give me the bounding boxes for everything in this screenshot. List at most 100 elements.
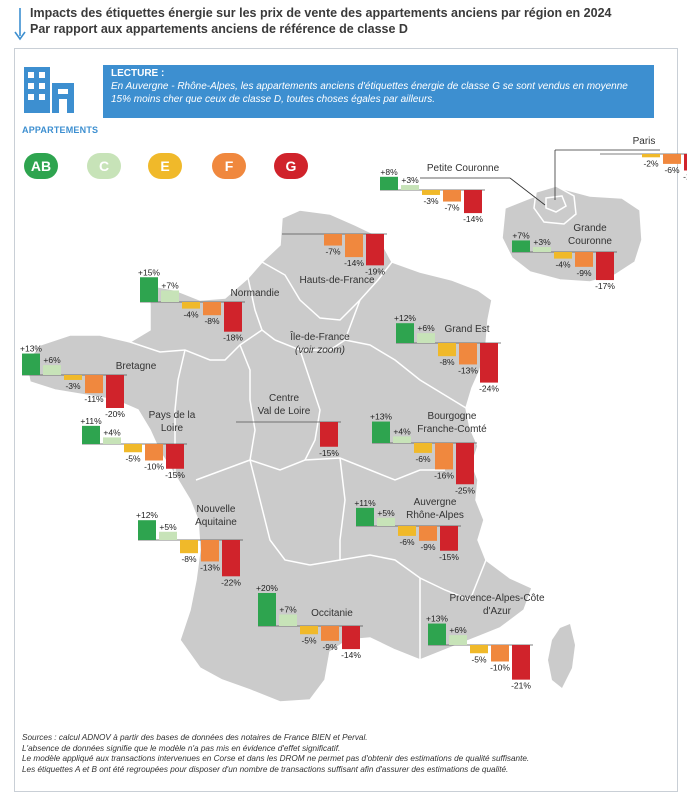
- bar-paris-f: [663, 154, 681, 164]
- legend-ab: AB: [24, 153, 58, 179]
- bar-bretagne-f: [85, 375, 103, 394]
- bar-hauts-de-france-fx: [345, 234, 363, 258]
- bar-petite-couronne-c: [401, 185, 419, 190]
- title-line-1: Impacts des étiquettes énergie sur les p…: [30, 6, 612, 20]
- bar-occitanie-c: [279, 614, 297, 626]
- bar-occitanie-ab: [258, 593, 276, 626]
- sources-line-4: Les étiquettes A et B ont été regroupées…: [22, 764, 509, 774]
- value-label-pays-de-la-loire-f: -10%: [144, 462, 164, 472]
- bar-provence-alpes-cote-d-azur-g: [512, 645, 530, 680]
- value-label-grand-est-ab: +12%: [394, 313, 416, 323]
- region-label-normandie: Normandie: [231, 288, 280, 299]
- bar-pays-de-la-loire-e: [124, 444, 142, 453]
- value-label-provence-alpes-cote-d-azur-g: -21%: [511, 681, 531, 691]
- value-label-centre-val-de-loire-g: -15%: [319, 448, 339, 458]
- region-label-auvergne-rhone-alpes: Auvergne: [414, 497, 457, 508]
- bar-paris-e: [642, 154, 660, 158]
- legend-g: G: [274, 153, 308, 179]
- value-label-grande-couronne-g: -17%: [595, 281, 615, 291]
- value-label-grande-couronne-c: +3%: [533, 237, 551, 247]
- value-label-grand-est-f: -13%: [458, 365, 478, 375]
- map-paris: [545, 195, 567, 213]
- region-label-grande-couronne: Couronne: [568, 236, 612, 247]
- value-label-nouvelle-aquitaine-f: -13%: [200, 562, 220, 572]
- bar-provence-alpes-cote-d-azur-ab: [428, 623, 446, 645]
- value-label-petite-couronne-f: -7%: [444, 203, 460, 213]
- bar-normandie-f: [203, 302, 221, 316]
- building-icon: [24, 67, 74, 113]
- region-label-centre-val-de-loire: Centre: [269, 393, 299, 404]
- map-corsica: [548, 624, 575, 688]
- bar-grand-est-ab: [396, 323, 414, 343]
- value-label-provence-alpes-cote-d-azur-c: +6%: [449, 625, 467, 635]
- value-label-bretagne-ab: +13%: [20, 344, 42, 354]
- bar-bourgogne-franche-comte-e: [414, 443, 432, 453]
- bar-bretagne-g: [106, 375, 124, 408]
- value-label-nouvelle-aquitaine-e: -8%: [181, 554, 197, 564]
- region-label-auvergne-rhone-alpes: Rhône-Alpes: [406, 510, 464, 521]
- value-label-bourgogne-franche-comte-ab: +13%: [370, 412, 392, 422]
- region-label-bretagne: Bretagne: [116, 361, 157, 372]
- value-label-pays-de-la-loire-g: -15%: [165, 470, 185, 480]
- region-label-nouvelle-aquitaine: Aquitaine: [195, 517, 237, 528]
- bar-provence-alpes-cote-d-azur-f: [491, 645, 509, 662]
- value-label-nouvelle-aquitaine-c: +5%: [159, 522, 177, 532]
- bar-auvergne-rhone-alpes-e: [398, 526, 416, 536]
- value-label-normandie-f: -8%: [204, 316, 220, 326]
- title-line-2: Par rapport aux appartements anciens de …: [30, 22, 408, 36]
- bar-bretagne-c: [43, 365, 61, 375]
- value-label-paris-e: -2%: [643, 158, 659, 168]
- value-label-hauts-de-france-f: -7%: [325, 247, 341, 257]
- bar-grande-couronne-c: [533, 247, 551, 252]
- value-label-petite-couronne-c: +3%: [401, 175, 419, 185]
- value-label-petite-couronne-e: -3%: [423, 196, 439, 206]
- bar-petite-couronne-e: [422, 190, 440, 195]
- value-label-normandie-e: -4%: [183, 310, 199, 320]
- region-label-provence-alpes-cote-d-azur: Provence-Alpes-Côte: [449, 593, 544, 604]
- bar-petite-couronne-g: [464, 190, 482, 214]
- value-label-bourgogne-franche-comte-e: -6%: [415, 454, 431, 464]
- value-label-auvergne-rhone-alpes-ab: +11%: [354, 498, 376, 508]
- value-label-pays-de-la-loire-ab: +11%: [80, 416, 102, 426]
- value-label-normandie-c: +7%: [161, 280, 179, 290]
- value-label-auvergne-rhone-alpes-f: -9%: [420, 542, 436, 552]
- value-label-bretagne-e: -3%: [65, 381, 81, 391]
- bar-hauts-de-france-f: [324, 234, 342, 246]
- bar-grande-couronne-ab: [512, 240, 530, 252]
- bar-bretagne-e: [64, 375, 82, 380]
- bar-auvergne-rhone-alpes-c: [377, 517, 395, 526]
- bar-nouvelle-aquitaine-e: [180, 540, 198, 554]
- region-label-petite-couronne: Petite Couronne: [427, 163, 500, 174]
- bar-nouvelle-aquitaine-g: [222, 540, 240, 577]
- value-label-grand-est-e: -8%: [439, 357, 455, 367]
- lecture-body: En Auvergne - Rhône-Alpes, les apparteme…: [111, 81, 628, 105]
- region-label-paris: Paris: [633, 136, 656, 147]
- value-label-bretagne-f: -11%: [84, 394, 104, 404]
- bar-bourgogne-franche-comte-g: [456, 443, 474, 485]
- value-label-bretagne-c: +6%: [43, 355, 61, 365]
- value-label-paris-f: -6%: [664, 165, 680, 175]
- bar-occitanie-g: [342, 626, 360, 650]
- bar-grand-est-g: [480, 343, 498, 383]
- bar-centre-val-de-loire-g: [320, 422, 338, 447]
- value-label-bourgogne-franche-comte-f: -16%: [434, 470, 454, 480]
- value-label-petite-couronne-g: -14%: [463, 214, 483, 224]
- value-label-provence-alpes-cote-d-azur-f: -10%: [490, 663, 510, 673]
- lecture-box: LECTURE : En Auvergne - Rhône-Alpes, les…: [103, 65, 654, 118]
- bar-bourgogne-franche-comte-ab: [372, 421, 390, 443]
- region-label-bourgogne-franche-comte: Franche-Comté: [417, 424, 487, 435]
- value-label-pays-de-la-loire-c: +4%: [103, 427, 121, 437]
- region-label-hauts-de-france: Hauts-de-France: [299, 275, 374, 286]
- value-label-grande-couronne-f: -9%: [576, 268, 592, 278]
- bar-normandie-g: [224, 302, 242, 332]
- value-label-auvergne-rhone-alpes-g: -15%: [439, 552, 459, 562]
- value-label-bourgogne-franche-comte-g: -25%: [455, 485, 475, 495]
- value-label-nouvelle-aquitaine-g: -22%: [221, 577, 241, 587]
- value-label-auvergne-rhone-alpes-e: -6%: [399, 537, 415, 547]
- bar-grand-est-e: [438, 343, 456, 357]
- value-label-grand-est-g: -24%: [479, 384, 499, 394]
- bar-grand-est-c: [417, 333, 435, 343]
- region-label-ile-de-france-voir-zoom: Île-de-France: [289, 330, 350, 343]
- bar-nouvelle-aquitaine-f: [201, 540, 219, 562]
